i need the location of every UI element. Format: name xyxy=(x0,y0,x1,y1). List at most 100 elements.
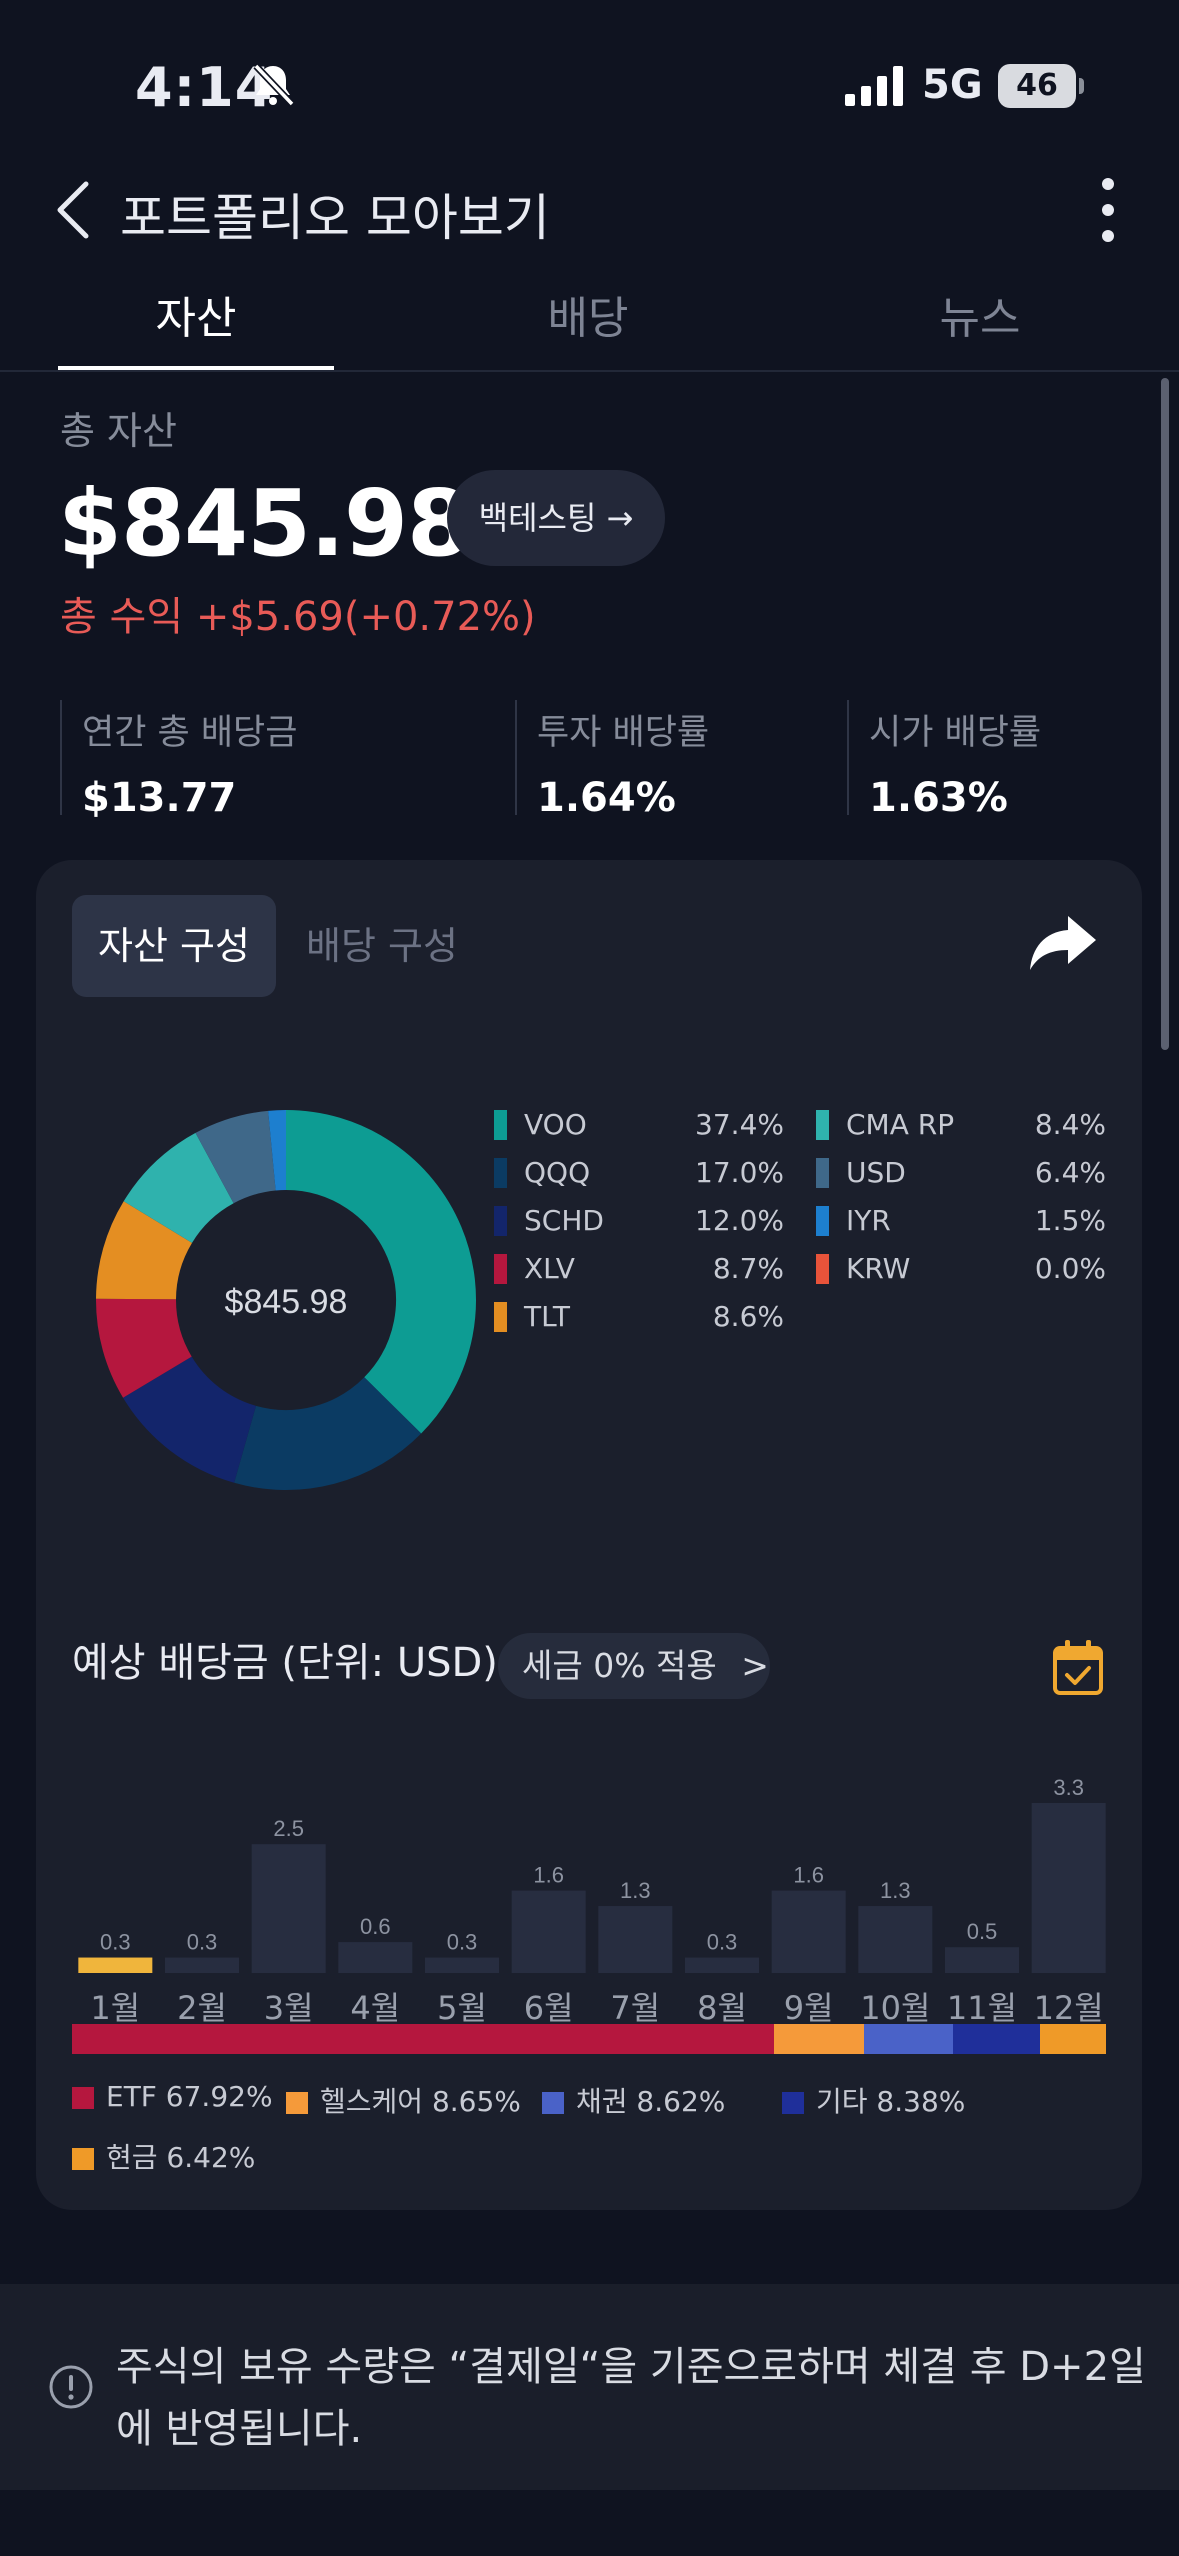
donut-center-value: $845.98 xyxy=(225,1283,348,1321)
donut-slice-cma-rp xyxy=(123,1132,235,1244)
month-tick-label: 2월 xyxy=(177,1989,227,2027)
bar[interactable] xyxy=(338,1942,413,1973)
backtest-button[interactable]: 백테스팅 → xyxy=(447,470,665,566)
category-label: 헬스케어 8.65% xyxy=(320,2085,521,2118)
status-bar: 4:14 5G 46 xyxy=(0,0,1179,150)
category-label: ETF 67.92% xyxy=(106,2080,273,2113)
legend-swatch xyxy=(816,1206,829,1236)
monthly-dividend-bar-chart: 0.3 1월 0.3 2월 2.5 3월 0.6 4월 0.3 5월 1.6 6월 1.3 7월 0.3 8월… xyxy=(78,1775,1106,2027)
bar[interactable] xyxy=(598,1906,673,1973)
bar[interactable] xyxy=(685,1957,759,1973)
legend-swatch xyxy=(494,1110,507,1140)
donut-slice-qqq xyxy=(234,1376,422,1490)
legend-item: USD 6.4% xyxy=(816,1154,1106,1194)
tab-news[interactable]: 뉴스 xyxy=(939,293,1021,344)
tab-assets[interactable]: 자산 xyxy=(155,293,237,344)
legend-name: CMA RP xyxy=(846,1108,955,1141)
total-profit: 총 수익 +$5.69(+0.72%) xyxy=(60,594,536,640)
category-label: 기타 8.38% xyxy=(816,2085,966,2118)
bar[interactable] xyxy=(78,1957,153,1973)
stat-label: 연간 총 배당금 xyxy=(82,713,298,753)
dividend-stats: 연간 총 배당금 $13.77 투자 배당률 1.64% 시가 배당률 1.63… xyxy=(0,700,1179,821)
stat-investment-yield: 투자 배당률 1.64% xyxy=(515,700,815,821)
bar-value-label: 1.3 xyxy=(620,1878,651,1903)
bar[interactable] xyxy=(858,1906,933,1973)
stat-label: 투자 배당률 xyxy=(537,713,710,753)
segment-dividend-composition[interactable]: 배당 구성 xyxy=(306,924,458,968)
legend-swatch xyxy=(816,1110,829,1140)
legend-item: IYR 1.5% xyxy=(816,1202,1106,1242)
donut-slice-usd xyxy=(195,1110,277,1204)
stacked-segment xyxy=(952,2024,1040,2054)
legend-swatch xyxy=(816,1158,829,1188)
stat-annual-dividend: 연간 총 배당금 $13.77 xyxy=(60,700,460,821)
total-assets-label: 총 자산 xyxy=(60,409,177,453)
scrollbar[interactable] xyxy=(1161,378,1169,1050)
share-icon[interactable] xyxy=(1026,910,1100,974)
status-time: 4:14 xyxy=(135,56,274,119)
info-icon xyxy=(49,2365,93,2409)
legend-percent: 17.0% xyxy=(695,1156,784,1189)
legend-percent: 8.7% xyxy=(712,1252,784,1285)
bar[interactable] xyxy=(511,1890,586,1973)
month-tick-label: 10월 xyxy=(860,1989,930,2027)
asset-donut-chart: $845.98 xyxy=(96,1110,476,1490)
notice-text: 주식의 보유 수량은 “결제일“을 기준으로하며 체결 후 D+2일에 반영됩니… xyxy=(116,2344,1146,2452)
portfolio-composition-card: 자산 구성 배당 구성 $845.98 VOO 37.4% QQQ 17.0% SCHD… xyxy=(36,860,1142,2210)
donut-slice-tlt xyxy=(96,1201,193,1301)
bar[interactable] xyxy=(945,1947,1019,1973)
legend-item: QQQ 17.0% xyxy=(494,1154,784,1194)
stacked-segment xyxy=(863,2024,953,2054)
legend-item: SCHD 12.0% xyxy=(494,1202,784,1242)
stacked-segment xyxy=(72,2024,775,2054)
bar[interactable] xyxy=(165,1957,239,1973)
legend-name: KRW xyxy=(846,1252,911,1285)
bar[interactable] xyxy=(425,1957,499,1973)
category-swatch xyxy=(72,2087,94,2109)
category-legend-item: 채권 8.62% xyxy=(542,2080,725,2120)
category-legend-item: 현금 6.42% xyxy=(72,2136,255,2176)
legend-percent: 37.4% xyxy=(695,1108,784,1141)
chevron-right-icon: > xyxy=(741,1646,769,1685)
back-arrow-icon[interactable] xyxy=(50,178,100,242)
category-legend-item: ETF 67.92% xyxy=(72,2080,273,2120)
bar[interactable] xyxy=(771,1890,846,1973)
month-tick-label: 5월 xyxy=(437,1989,487,2027)
tax-setting-button[interactable]: 세금 0% 적용 > xyxy=(498,1633,770,1699)
legend-name: QQQ xyxy=(524,1156,591,1189)
donut-slice-schd xyxy=(123,1355,258,1483)
calendar-check-icon[interactable] xyxy=(1052,1640,1104,1696)
total-assets-value: $845.98 xyxy=(58,470,471,577)
stat-market-yield: 시가 배당률 1.63% xyxy=(847,700,1147,821)
legend-swatch xyxy=(494,1158,507,1188)
bar[interactable] xyxy=(251,1844,326,1973)
legend-item: KRW 0.0% xyxy=(816,1250,1106,1290)
month-tick-label: 7월 xyxy=(610,1989,660,2027)
category-swatch xyxy=(72,2148,94,2170)
tab-dividends[interactable]: 배당 xyxy=(547,293,629,344)
legend-percent: 1.5% xyxy=(1034,1204,1106,1237)
donut-slice-xlv xyxy=(96,1298,193,1398)
bar-value-label: 0.3 xyxy=(100,1930,131,1955)
stat-value: $13.77 xyxy=(82,775,237,821)
category-label: 현금 6.42% xyxy=(106,2141,256,2174)
legend-swatch xyxy=(494,1206,507,1236)
bar-value-label: 0.3 xyxy=(187,1930,218,1955)
legend-item: TLT 8.6% xyxy=(494,1298,784,1338)
legend-name: IYR xyxy=(846,1204,891,1237)
bar-value-label: 1.6 xyxy=(533,1863,564,1888)
stacked-segment xyxy=(774,2024,864,2054)
segment-asset-composition[interactable]: 자산 구성 xyxy=(72,895,276,997)
category-swatch xyxy=(286,2092,308,2114)
bar-value-label: 0.6 xyxy=(360,1914,391,1939)
donut-slice-voo xyxy=(284,1110,476,1434)
more-options-icon[interactable] xyxy=(1090,172,1126,248)
signal-icon xyxy=(845,66,903,106)
donut-slice-iyr xyxy=(268,1110,287,1191)
category-legend-item: 헬스케어 8.65% xyxy=(286,2080,521,2120)
bar[interactable] xyxy=(1031,1803,1106,1973)
legend-name: XLV xyxy=(524,1252,575,1285)
bar-value-label: 3.3 xyxy=(1053,1775,1084,1800)
legend-swatch xyxy=(494,1254,507,1284)
month-tick-label: 8월 xyxy=(697,1989,747,2027)
